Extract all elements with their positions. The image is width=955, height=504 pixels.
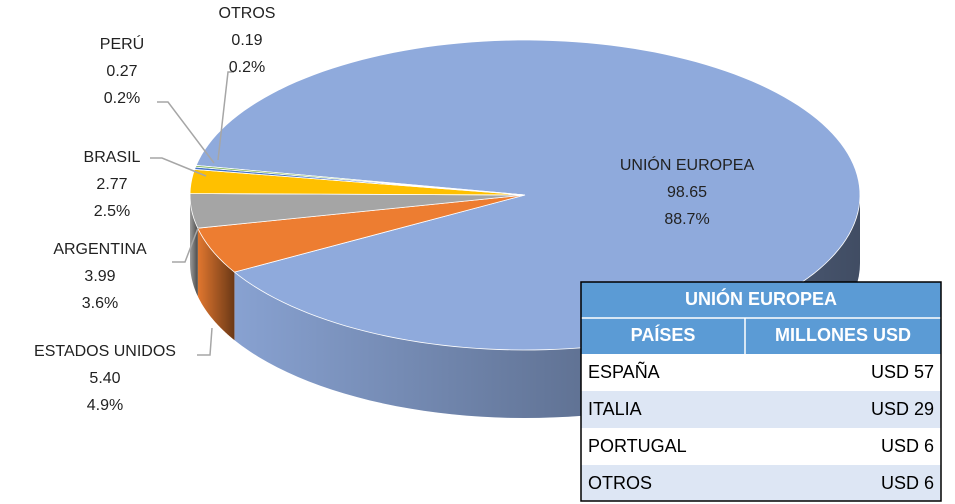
- table-header-bg: [581, 318, 941, 354]
- side-shading: [197, 228, 235, 341]
- table-cell: OTROS: [588, 473, 652, 493]
- leader-lines: [150, 71, 234, 356]
- table-title-bg: [581, 282, 941, 318]
- table-header: PAÍSES: [631, 324, 696, 345]
- leader-line: [197, 327, 213, 356]
- label-percent: 3.6%: [82, 295, 118, 312]
- leader-line: [157, 101, 215, 164]
- table-header: MILLONES USD: [775, 325, 911, 345]
- table-cell: USD 6: [881, 473, 934, 493]
- label-name: UNIÓN EUROPEA: [620, 155, 755, 174]
- table: UNIÓN EUROPEA PAÍSES MILLONES USD ESPAÑA…: [580, 281, 942, 502]
- table-cell: USD 29: [871, 399, 934, 419]
- leader-line: [172, 227, 199, 263]
- leader-line: [217, 71, 234, 161]
- label-percent: 2.5%: [94, 203, 130, 220]
- label-percent: 4.9%: [87, 397, 123, 414]
- table-cell: USD 57: [871, 362, 934, 382]
- label-value: 98.65: [667, 184, 707, 201]
- label-name: PERÚ: [100, 34, 144, 53]
- slice: [195, 39, 861, 351]
- leader-line: [150, 157, 207, 177]
- label-value: 2.77: [96, 176, 127, 193]
- label-percent: 0.2%: [229, 59, 265, 76]
- label-name: ARGENTINA: [53, 241, 147, 258]
- row-bg: [581, 428, 941, 465]
- table-cell: ITALIA: [588, 399, 642, 419]
- pie-top: [189, 39, 861, 351]
- label-value: 0.27: [106, 63, 137, 80]
- side-shading: [190, 195, 198, 297]
- row-bg: [581, 391, 941, 428]
- slice: [197, 194, 526, 273]
- label-name: OTROS: [219, 5, 276, 22]
- label-value: 0.19: [231, 32, 262, 49]
- data-labels: UNIÓN EUROPEA 98.65 88.7% ESTADOS UNIDOS 5.4…: [34, 5, 754, 414]
- table-cell: USD 6: [881, 436, 934, 456]
- label-percent: 0.2%: [104, 90, 140, 107]
- label-name: ESTADOS UNIDOS: [34, 343, 176, 360]
- table-title: UNIÓN EUROPEA: [685, 288, 837, 309]
- row-bg: [581, 354, 941, 391]
- row-bg: [581, 465, 941, 501]
- table-border: [580, 281, 942, 502]
- slice: [194, 165, 526, 196]
- label-value: 5.40: [89, 370, 120, 387]
- label-name: BRASIL: [84, 149, 141, 166]
- label-value: 3.99: [84, 268, 115, 285]
- table-cell: ESPAÑA: [588, 361, 660, 382]
- label-percent: 88.7%: [664, 211, 709, 228]
- slice: [189, 193, 526, 229]
- table-cell: PORTUGAL: [588, 436, 687, 456]
